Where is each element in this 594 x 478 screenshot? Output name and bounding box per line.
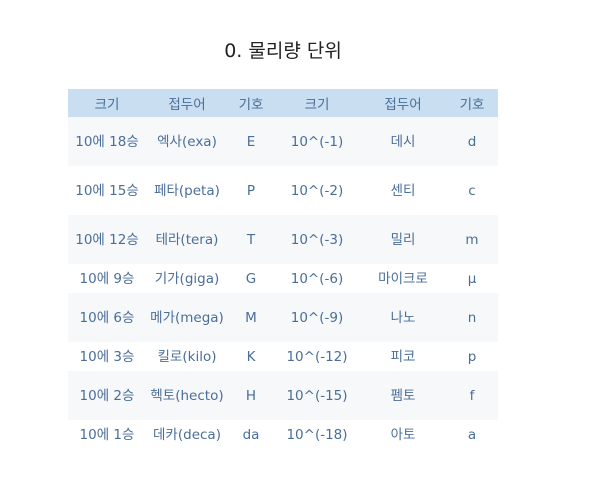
- cell-magnitude: 10에 1승: [79, 426, 135, 443]
- cell-symbol: E: [246, 133, 256, 150]
- cell-magnitude: 10에 15승: [75, 182, 139, 199]
- cell-prefix: 헥토(hecto): [150, 387, 224, 404]
- cell-prefix-small: 펨토: [390, 387, 416, 404]
- cell-symbol: G: [245, 270, 257, 287]
- table-row: 10에 3승 킬로(kilo) K 10^(-12) 피코 p: [68, 342, 498, 371]
- table-header-row: 크기 접두어 기호 크기 접두어 기호: [68, 89, 498, 117]
- cell-magnitude: 10에 18승: [75, 133, 139, 150]
- header-symbol-small: 기호: [446, 89, 498, 117]
- table-row: 10에 2승 헥토(hecto) H 10^(-15) 펨토 f: [68, 371, 498, 420]
- cell-prefix-small: 마이크로: [378, 270, 428, 287]
- cell-prefix: 기가(giga): [154, 270, 220, 287]
- header-prefix: 접두어: [146, 89, 228, 117]
- cell-symbol: H: [245, 387, 257, 404]
- cell-prefix-small: 아토: [390, 426, 416, 443]
- table-row: 10에 9승 기가(giga) G 10^(-6) 마이크로 μ: [68, 264, 498, 293]
- cell-prefix: 킬로(kilo): [157, 348, 217, 365]
- cell-symbol-small: p: [467, 348, 477, 365]
- cell-magnitude-small: 10^(-2): [290, 182, 344, 199]
- table-row: 10에 6승 메가(mega) M 10^(-9) 나노 n: [68, 293, 498, 342]
- cell-prefix: 엑사(exa): [157, 133, 217, 150]
- cell-magnitude: 10에 6승: [79, 309, 135, 326]
- cell-symbol: da: [242, 426, 260, 443]
- cell-magnitude-small: 10^(-6): [290, 270, 344, 287]
- header-magnitude: 크기: [68, 89, 146, 117]
- cell-prefix-small: 피코: [390, 348, 416, 365]
- cell-magnitude-small: 10^(-12): [286, 348, 348, 365]
- table-row: 10에 15승 페타(peta) P 10^(-2) 센티 c: [68, 166, 498, 215]
- header-prefix-small: 접두어: [360, 89, 446, 117]
- cell-symbol-small: f: [469, 387, 475, 404]
- cell-magnitude: 10에 2승: [79, 387, 135, 404]
- cell-magnitude-small: 10^(-1): [290, 133, 344, 150]
- cell-prefix: 메가(mega): [150, 309, 224, 326]
- cell-symbol-small: n: [467, 309, 477, 326]
- cell-prefix: 데카(deca): [153, 426, 221, 443]
- cell-symbol: M: [245, 309, 257, 326]
- cell-prefix-small: 나노: [390, 309, 416, 326]
- cell-prefix: 테라(tera): [155, 231, 219, 248]
- cell-magnitude-small: 10^(-15): [286, 387, 348, 404]
- cell-symbol: P: [246, 182, 256, 199]
- cell-symbol-small: d: [467, 133, 477, 150]
- cell-symbol: T: [246, 231, 256, 248]
- cell-symbol-small: μ: [467, 270, 477, 287]
- cell-symbol: K: [246, 348, 256, 365]
- cell-magnitude-small: 10^(-3): [290, 231, 344, 248]
- cell-magnitude: 10에 12승: [75, 231, 139, 248]
- cell-magnitude: 10에 9승: [79, 270, 135, 287]
- page-title: 0. 물리량 단위: [224, 40, 342, 62]
- table-row: 10에 12승 테라(tera) T 10^(-3) 밀리 m: [68, 215, 498, 264]
- cell-prefix-small: 센티: [390, 182, 416, 199]
- cell-magnitude-small: 10^(-9): [290, 309, 344, 326]
- cell-prefix-small: 데시: [390, 133, 416, 150]
- cell-magnitude: 10에 3승: [79, 348, 135, 365]
- cell-symbol-small: c: [468, 182, 476, 199]
- cell-magnitude-small: 10^(-18): [286, 426, 348, 443]
- table-row: 10에 1승 데카(deca) da 10^(-18) 아토 a: [68, 420, 498, 449]
- header-symbol: 기호: [228, 89, 274, 117]
- unit-prefix-table: 크기 접두어 기호 크기 접두어 기호 10에 18승 엑사(exa) E 10…: [68, 89, 498, 449]
- table-row: 10에 18승 엑사(exa) E 10^(-1) 데시 d: [68, 117, 498, 166]
- cell-prefix: 페타(peta): [154, 182, 220, 199]
- cell-symbol-small: m: [465, 231, 479, 248]
- cell-symbol-small: a: [467, 426, 477, 443]
- header-magnitude-small: 크기: [274, 89, 360, 117]
- cell-prefix-small: 밀리: [390, 231, 416, 248]
